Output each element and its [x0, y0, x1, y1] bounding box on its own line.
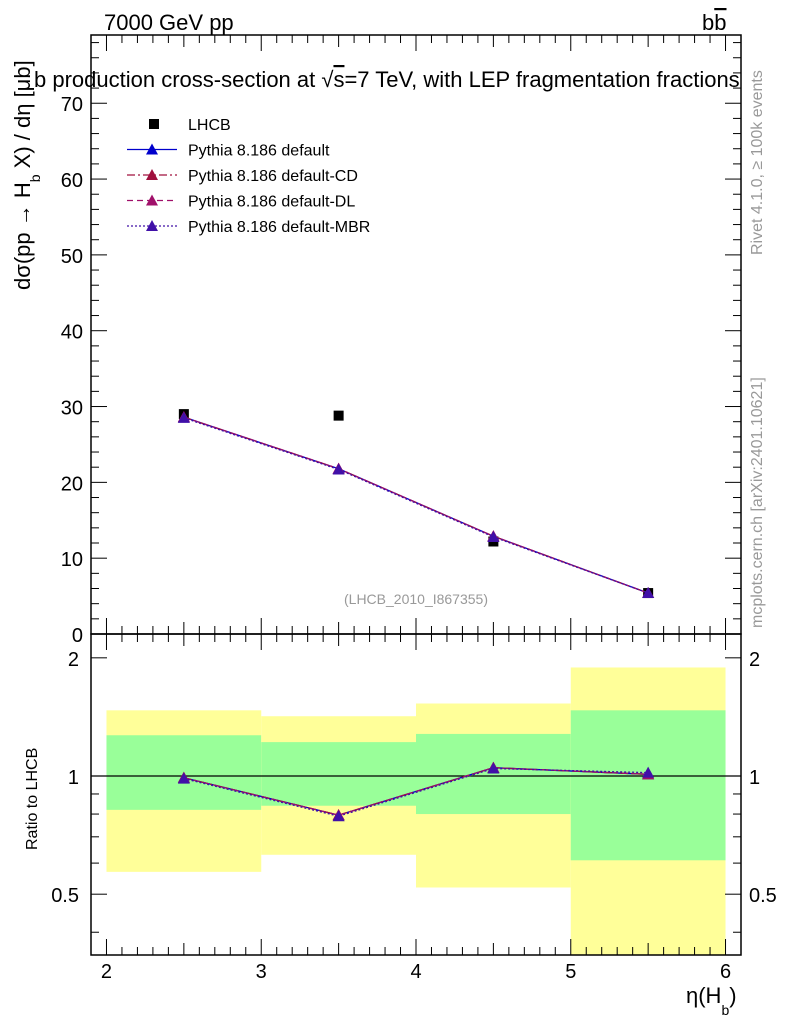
legend-label: Pythia 8.186 default-DL [188, 194, 355, 211]
rivet-label: Rivet 4.1.0, ≥ 100k events [749, 70, 766, 255]
ratio-series-marker [642, 766, 655, 778]
mc-series-line [183, 416, 649, 594]
y-tick-label: 10 [61, 549, 83, 571]
ratio-series-marker [332, 810, 345, 822]
xlabel-close: ) [729, 983, 736, 1008]
title-suffix: =7 TeV, with LEP fragmentation fractions [344, 67, 739, 92]
x-tick-label: 6 [720, 961, 731, 983]
legend-marker [146, 169, 158, 180]
ratio-series-marker [487, 762, 500, 774]
ylabel-sub: b [27, 174, 43, 182]
x-tick-label: 5 [565, 961, 576, 983]
mc-series-marker [642, 587, 655, 599]
legend-label: Pythia 8.186 default [188, 143, 330, 160]
legend-entry: LHCB [149, 117, 231, 134]
ratio-y-tick-label: 1 [68, 767, 79, 789]
title-sqrt: √ [321, 67, 334, 92]
legend-entry: Pythia 8.186 default-CD [127, 168, 358, 185]
xlabel-main: η(H [686, 983, 721, 1008]
mc-series-marker [177, 411, 190, 423]
y-tick-label: 0 [72, 625, 83, 647]
ratio-series-line [183, 767, 649, 816]
y-tick-label: 60 [61, 170, 83, 192]
legend-marker [146, 194, 158, 206]
mc-series-marker [487, 530, 500, 542]
uncertainty-band-inner [261, 742, 416, 806]
legend-marker [149, 119, 159, 129]
process-main: b [702, 10, 714, 35]
plot-title: b production cross-section at √s=7 TeV, … [34, 67, 740, 92]
process-label: bb [702, 10, 727, 35]
mc-series-marker [332, 463, 345, 475]
ratio-y-axis-label: Ratio to LHCB [24, 748, 41, 850]
xlabel-sub: b [721, 1002, 729, 1018]
ratio-plot: 0.5 0.5 1 1 2 2 2 3 4 5 6 [51, 633, 777, 983]
legend-marker [146, 143, 158, 155]
legend-label: Pythia 8.186 default-MBR [188, 219, 370, 236]
ratio-series-line [183, 767, 649, 817]
process-bar: b [714, 10, 726, 35]
legend-marker [146, 220, 158, 231]
legend: LHCB Pythia 8.186 default Pythia 8.186 def… [127, 117, 370, 236]
legend-label: LHCB [188, 117, 231, 134]
mcplots-label: mcplots.cern.ch [arXiv:2401.10621] [749, 377, 766, 628]
x-tick-label: 4 [410, 961, 421, 983]
legend-entry: Pythia 8.186 default [127, 143, 330, 160]
ratio-y-tick-label: 2 [749, 649, 760, 671]
main-y-axis-label: dσ(pp → Hb X) / dη [μb] [10, 60, 43, 290]
lhcb-data-point [333, 410, 344, 421]
uncertainty-band-inner [570, 710, 726, 861]
legend-entry: Pythia 8.186 default-MBR [127, 219, 370, 236]
x-tick-label: 2 [101, 961, 112, 983]
mc-series-line [183, 416, 649, 594]
mc-series-line [183, 417, 649, 594]
y-tick-label: 50 [61, 246, 83, 268]
energy-label: 7000 GeV pp [104, 10, 234, 35]
title-s: s [333, 67, 344, 92]
legend-entry: Pythia 8.186 default-DL [127, 194, 355, 211]
main-plot: 0 10 20 30 40 50 60 70 [61, 34, 742, 647]
y-tick-label: 30 [61, 398, 83, 420]
x-tick-label: 3 [256, 961, 267, 983]
ratio-y-tick-label: 1 [749, 767, 760, 789]
ratio-series-marker [177, 772, 190, 784]
y-tick-label: 70 [61, 94, 83, 116]
ratio-y-tick-label: 0.5 [749, 885, 777, 907]
x-axis-label: η(Hb) [686, 983, 737, 1018]
legend-label: Pythia 8.186 default-CD [188, 168, 358, 185]
uncertainty-band-inner [416, 733, 571, 815]
ylabel-part2: X) / dη [μb] [10, 60, 35, 174]
y-tick-label: 40 [61, 322, 83, 344]
analysis-id: (LHCB_2010_I867355) [344, 591, 488, 607]
ratio-y-tick-label: 2 [68, 649, 79, 671]
title-prefix: b production cross-section at [34, 67, 321, 92]
ylabel-part1: dσ(pp → H [10, 182, 35, 290]
mc-series-line [183, 416, 649, 594]
y-tick-label: 20 [61, 473, 83, 495]
ratio-y-tick-label: 0.5 [51, 885, 79, 907]
